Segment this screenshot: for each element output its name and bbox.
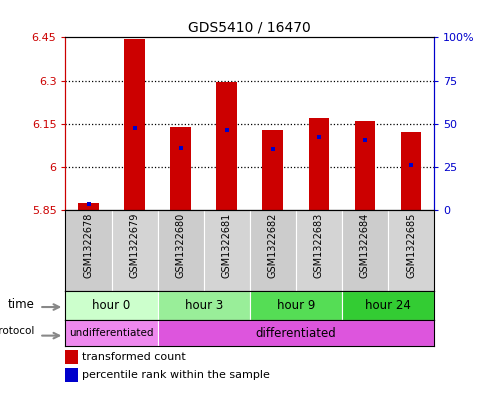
Text: growth protocol: growth protocol (0, 325, 34, 336)
Bar (295, 210, 341, 291)
Bar (111, 210, 157, 291)
Bar (262, 130, 283, 210)
Bar (65, 320, 157, 346)
Bar (65, 291, 157, 320)
Bar (203, 210, 249, 291)
Text: hour 0: hour 0 (92, 299, 130, 312)
Bar (308, 118, 329, 210)
Bar (400, 132, 421, 210)
Bar (387, 210, 433, 291)
Text: differentiated: differentiated (255, 327, 335, 340)
Text: GSM1322682: GSM1322682 (267, 213, 277, 278)
Bar (157, 291, 249, 320)
Bar (157, 320, 433, 346)
Bar (341, 291, 433, 320)
Bar (65, 350, 77, 364)
Bar (170, 127, 191, 210)
Title: GDS5410 / 16470: GDS5410 / 16470 (188, 21, 311, 35)
Bar (249, 291, 341, 320)
Bar (249, 210, 295, 291)
Text: hour 24: hour 24 (364, 299, 410, 312)
Bar (124, 39, 145, 210)
Text: GSM1322684: GSM1322684 (359, 213, 369, 278)
Bar (354, 121, 375, 210)
Text: GSM1322678: GSM1322678 (83, 213, 93, 278)
Text: hour 9: hour 9 (276, 299, 315, 312)
Text: GSM1322681: GSM1322681 (221, 213, 231, 278)
Text: GSM1322679: GSM1322679 (129, 213, 139, 278)
Text: GSM1322685: GSM1322685 (405, 213, 415, 278)
Text: time: time (7, 298, 34, 310)
Bar (157, 210, 203, 291)
Text: hour 3: hour 3 (184, 299, 222, 312)
Text: transformed count: transformed count (82, 352, 186, 362)
Bar (78, 203, 99, 210)
Text: GSM1322683: GSM1322683 (313, 213, 323, 278)
Bar (65, 368, 77, 382)
Text: GSM1322680: GSM1322680 (175, 213, 185, 278)
Text: percentile rank within the sample: percentile rank within the sample (82, 370, 270, 380)
Bar (216, 82, 237, 210)
Text: undifferentiated: undifferentiated (69, 328, 153, 338)
Bar (341, 210, 387, 291)
Bar (65, 210, 111, 291)
